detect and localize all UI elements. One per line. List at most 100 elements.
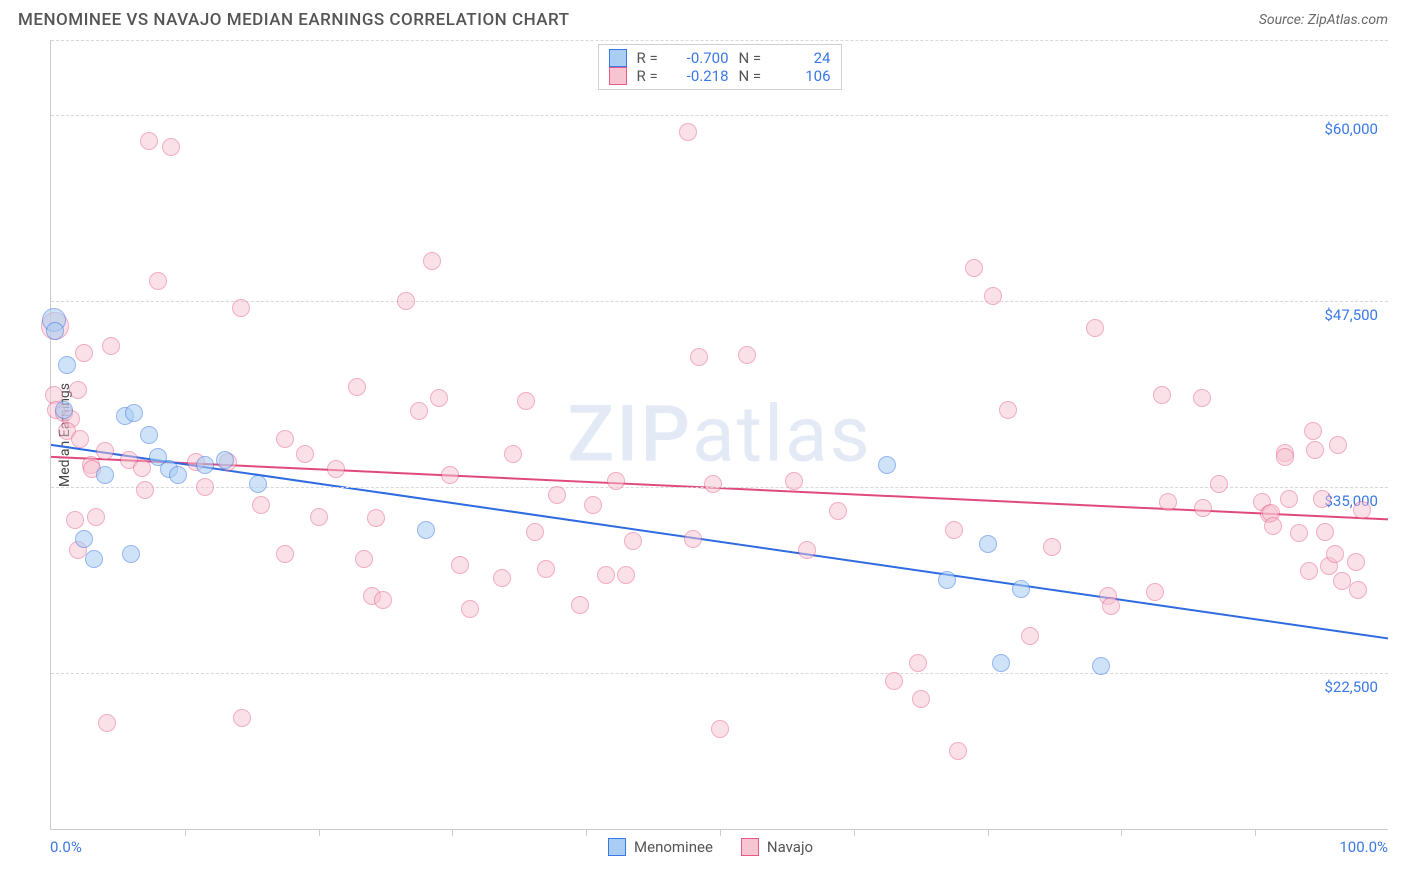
data-point-navajo — [1021, 627, 1039, 645]
legend-label-navajo: Navajo — [767, 838, 813, 856]
data-point-navajo — [493, 569, 511, 587]
data-point-menominee — [46, 322, 64, 340]
data-point-menominee — [196, 456, 214, 474]
data-point-navajo — [537, 560, 555, 578]
data-point-navajo — [276, 545, 294, 563]
data-point-navajo — [526, 523, 544, 541]
data-point-navajo — [96, 442, 114, 460]
source-prefix: Source: — [1259, 12, 1308, 28]
data-point-navajo — [829, 502, 847, 520]
data-point-menominee — [249, 475, 267, 493]
stat-r-label: R = — [637, 49, 665, 67]
data-point-menominee — [140, 426, 158, 444]
stat-n-value: 106 — [777, 67, 831, 85]
data-point-navajo — [374, 591, 392, 609]
data-point-navajo — [504, 445, 522, 463]
data-point-navajo — [149, 272, 167, 290]
trend-line-menominee — [51, 445, 1388, 639]
data-point-navajo — [704, 475, 722, 493]
data-point-navajo — [162, 138, 180, 156]
data-point-menominee — [169, 466, 187, 484]
data-point-navajo — [69, 381, 87, 399]
data-point-navajo — [711, 720, 729, 738]
data-point-menominee — [992, 654, 1010, 672]
data-point-menominee — [149, 448, 167, 466]
x-tick — [319, 829, 320, 836]
gridline — [51, 301, 1388, 302]
data-point-menominee — [58, 356, 76, 374]
data-point-navajo — [441, 466, 459, 484]
data-point-menominee — [125, 404, 143, 422]
data-point-navajo — [310, 508, 328, 526]
data-point-navajo — [1316, 523, 1334, 541]
data-point-navajo — [624, 532, 642, 550]
data-point-navajo — [617, 566, 635, 584]
series-legend: Menominee Navajo — [608, 838, 813, 856]
x-tick — [452, 829, 453, 836]
y-tick-label: $47,500 — [1324, 306, 1378, 324]
data-point-navajo — [87, 508, 105, 526]
data-point-navajo — [1353, 501, 1371, 519]
data-point-navajo — [984, 287, 1002, 305]
stat-n-label: N = — [739, 67, 767, 85]
data-point-menominee — [979, 535, 997, 553]
stat-n-label: N = — [739, 49, 767, 67]
legend-swatch-menominee — [608, 838, 626, 856]
gridline — [51, 115, 1388, 116]
trend-lines — [51, 40, 1388, 829]
data-point-navajo — [1304, 422, 1322, 440]
gridline — [51, 673, 1388, 674]
stats-row-menominee: R =-0.700N =24 — [609, 49, 831, 67]
data-point-navajo — [679, 123, 697, 141]
x-min-label: 0.0% — [50, 838, 82, 856]
data-point-menominee — [216, 451, 234, 469]
data-point-navajo — [430, 389, 448, 407]
x-tick — [185, 829, 186, 836]
data-point-navajo — [1326, 545, 1344, 563]
legend-label-menominee: Menominee — [634, 838, 713, 856]
data-point-navajo — [1086, 319, 1104, 337]
data-point-navajo — [451, 556, 469, 574]
data-point-navajo — [517, 392, 535, 410]
plot-area: R =-0.700N =24R =-0.218N =106 $22,500$35… — [51, 40, 1388, 829]
data-point-navajo — [397, 292, 415, 310]
data-point-menominee — [75, 530, 93, 548]
data-point-navajo — [738, 346, 756, 364]
data-point-navajo — [1159, 493, 1177, 511]
stat-r-label: R = — [637, 67, 665, 85]
data-point-navajo — [1347, 553, 1365, 571]
legend-swatch-navajo — [609, 67, 627, 85]
data-point-navajo — [1194, 499, 1212, 517]
data-point-navajo — [327, 460, 345, 478]
x-tick — [854, 829, 855, 836]
data-point-navajo — [348, 378, 366, 396]
data-point-menominee — [1012, 580, 1030, 598]
data-point-navajo — [98, 714, 116, 732]
data-point-navajo — [1210, 475, 1228, 493]
data-point-navajo — [233, 709, 251, 727]
data-point-navajo — [423, 252, 441, 270]
data-point-navajo — [912, 690, 930, 708]
data-point-menominee — [55, 401, 73, 419]
stat-r-value: -0.218 — [675, 67, 729, 85]
data-point-navajo — [102, 337, 120, 355]
source-attribution: Source: ZipAtlas.com — [1259, 12, 1388, 28]
data-point-navajo — [1102, 597, 1120, 615]
data-point-navajo — [1146, 583, 1164, 601]
data-point-navajo — [75, 344, 93, 362]
data-point-navajo — [252, 496, 270, 514]
x-tick — [720, 829, 721, 836]
data-point-navajo — [584, 496, 602, 514]
source-name: ZipAtlas.com — [1308, 12, 1388, 28]
data-point-navajo — [140, 132, 158, 150]
data-point-navajo — [367, 509, 385, 527]
data-point-navajo — [1276, 448, 1294, 466]
gridline — [51, 40, 1388, 41]
data-point-navajo — [410, 402, 428, 420]
stat-n-value: 24 — [777, 49, 831, 67]
data-point-navajo — [133, 459, 151, 477]
data-point-menominee — [938, 571, 956, 589]
data-point-navajo — [607, 472, 625, 490]
data-point-navajo — [1349, 581, 1367, 599]
data-point-navajo — [1300, 562, 1318, 580]
